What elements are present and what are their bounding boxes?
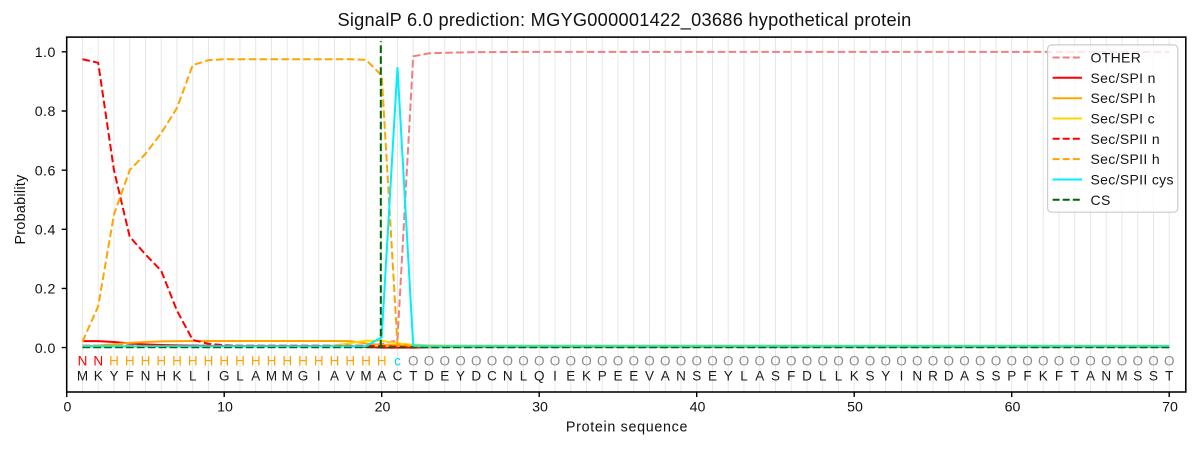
svg-text:OOOOOOOOOOOOOOOOOOOOOOOOOOOOOO: OOOOOOOOOOOOOOOOOOOOOOOOOOOOOOOOOOOOOOOO…	[408, 353, 1175, 368]
svg-text:c: c	[394, 353, 401, 368]
svg-text:0.6: 0.6	[35, 163, 56, 179]
svg-text:SignalP 6.0 prediction: MGYG00: SignalP 6.0 prediction: MGYG000001422_03…	[337, 10, 911, 31]
svg-text:20: 20	[375, 399, 391, 415]
svg-text:10: 10	[217, 399, 233, 415]
svg-text:Sec/SPI c: Sec/SPI c	[1091, 111, 1155, 127]
svg-text:CS: CS	[1091, 192, 1111, 208]
svg-text:0: 0	[64, 399, 72, 415]
svg-text:40: 40	[690, 399, 706, 415]
svg-text:Probability: Probability	[13, 174, 29, 245]
svg-text:60: 60	[1005, 399, 1021, 415]
svg-text:Sec/SPII n: Sec/SPII n	[1091, 131, 1160, 147]
svg-text:70: 70	[1162, 399, 1178, 415]
svg-text:0.2: 0.2	[35, 282, 56, 298]
svg-text:Sec/SPI n: Sec/SPI n	[1091, 70, 1156, 86]
svg-text:Sec/SPII cys: Sec/SPII cys	[1091, 172, 1174, 188]
svg-text:0.4: 0.4	[35, 223, 56, 239]
svg-text:Protein sequence: Protein sequence	[566, 420, 688, 436]
svg-text:50: 50	[847, 399, 863, 415]
svg-text:0.8: 0.8	[35, 104, 56, 120]
svg-text:0.0: 0.0	[35, 341, 56, 357]
svg-text:30: 30	[532, 399, 548, 415]
svg-text:Sec/SPII h: Sec/SPII h	[1091, 151, 1160, 167]
svg-text:Sec/SPI h: Sec/SPI h	[1091, 90, 1156, 106]
svg-text:1.0: 1.0	[35, 45, 56, 61]
svg-text:OTHER: OTHER	[1091, 50, 1142, 66]
